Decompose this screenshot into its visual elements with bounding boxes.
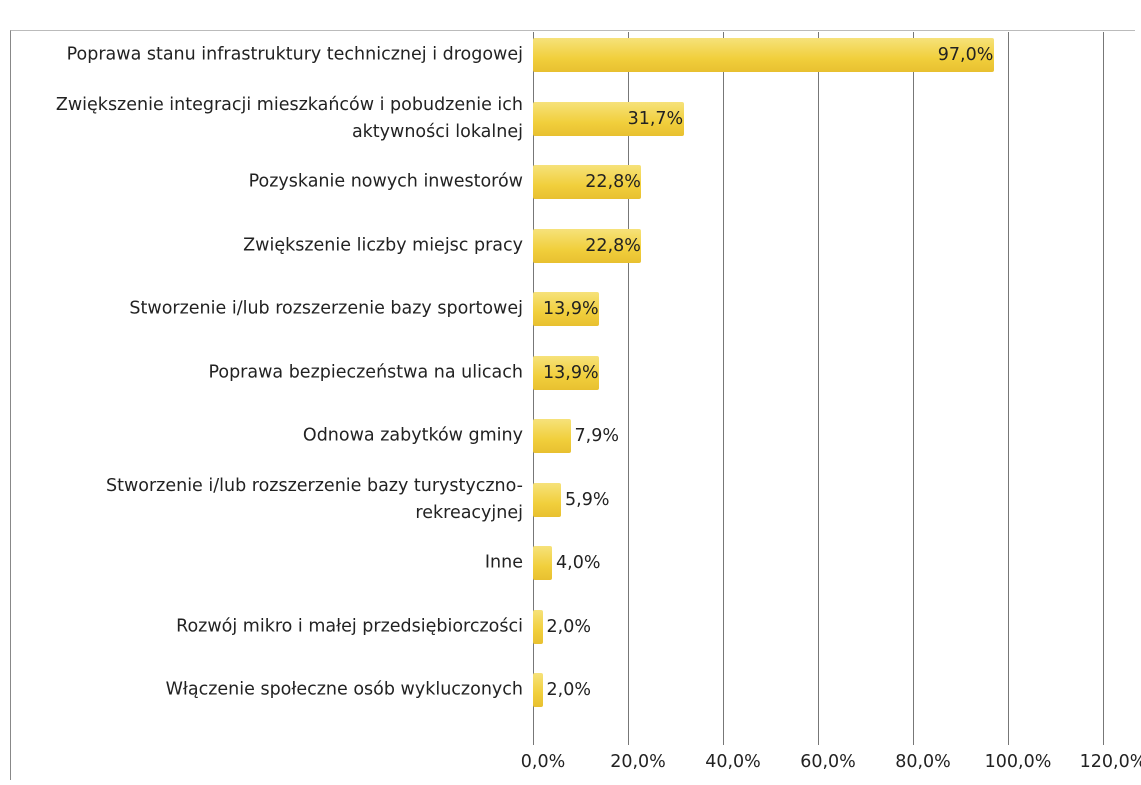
- bar: [533, 673, 543, 707]
- category-label: Odnowa zabytków gminy: [302, 425, 523, 446]
- category-label: Zwiększenie integracji mieszkańców i pob…: [55, 94, 523, 142]
- bar: [533, 355, 600, 390]
- x-tick-label: 40,0%: [705, 752, 761, 772]
- bar: [533, 165, 642, 199]
- x-tick-label: 60,0%: [800, 752, 856, 772]
- bar: [533, 292, 600, 326]
- category-label: Stworzenie i/lub rozszerzenie bazy turys…: [105, 475, 523, 523]
- value-label: 31,7%: [627, 108, 684, 129]
- grid-line: [818, 32, 819, 745]
- category-label: Pozyskanie nowych inwestorów: [248, 171, 523, 192]
- category-label: Zwiększenie liczby miejsc pracy: [243, 235, 523, 255]
- category-label: Włączenie społeczne osób wykluczonych: [165, 679, 523, 700]
- value-label: 97,0%: [937, 45, 994, 65]
- x-tick-label: 100,0%: [984, 752, 1052, 772]
- grid-line: [913, 32, 914, 745]
- bar: [533, 419, 571, 453]
- category-label: Stworzenie i/lub rozszerzenie bazy sport…: [129, 298, 523, 319]
- bar: [533, 482, 562, 517]
- value-label: 22,8%: [585, 172, 641, 192]
- x-tick-label: 80,0%: [895, 752, 951, 772]
- grid-line: [628, 32, 629, 745]
- category-label: Inne: [484, 552, 523, 573]
- category-label: Poprawa stanu infrastruktury technicznej…: [66, 44, 523, 65]
- value-label: 13,9%: [543, 299, 599, 319]
- x-tick-label: 20,0%: [610, 752, 666, 772]
- x-tick-label: 0,0%: [520, 752, 566, 772]
- value-label: 13,9%: [543, 362, 599, 383]
- value-label: 22,8%: [585, 235, 641, 256]
- bar: [533, 228, 642, 263]
- value-label: 2,0%: [546, 680, 591, 700]
- value-label: 5,9%: [565, 489, 610, 510]
- category-label: Rozwój mikro i małej przedsiębiorczości: [176, 616, 523, 636]
- category-label: Poprawa bezpieczeństwa na ulicach: [208, 362, 523, 382]
- bar: [533, 609, 543, 644]
- bar: [533, 546, 552, 580]
- value-label: 4,0%: [556, 553, 601, 573]
- grid-line: [1103, 32, 1104, 745]
- value-label: 7,9%: [574, 426, 619, 446]
- x-tick-label: 120,0%: [1079, 752, 1141, 772]
- chart-frame: [10, 30, 1135, 780]
- grid-line: [723, 32, 724, 745]
- grid-line: [1008, 32, 1009, 745]
- value-label: 2,0%: [546, 616, 591, 637]
- bar: [533, 38, 994, 72]
- bar: [533, 101, 684, 136]
